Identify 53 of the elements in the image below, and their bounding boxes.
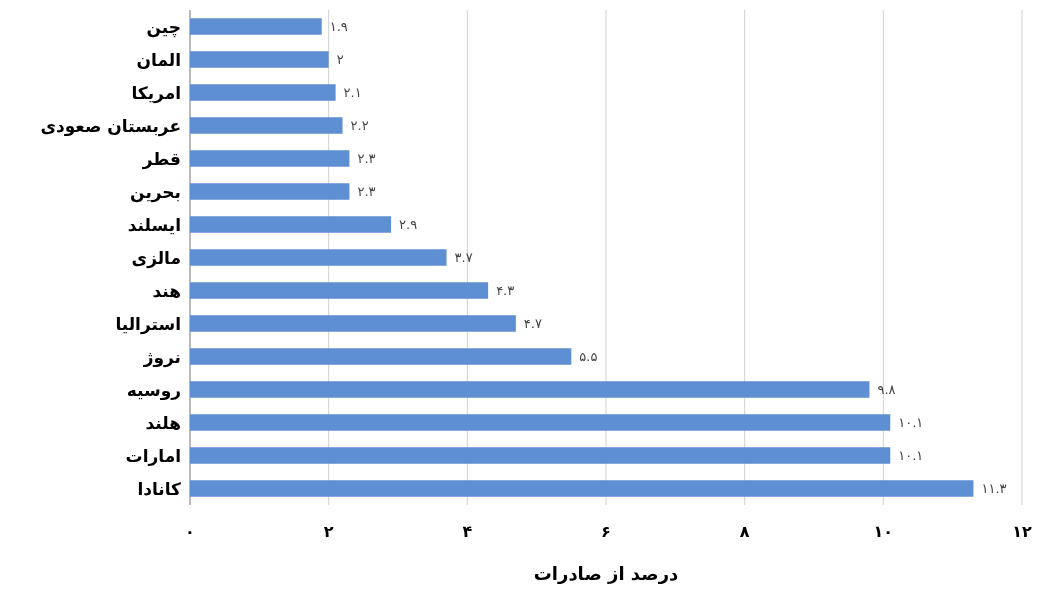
x-tick-label: ۲: [323, 522, 334, 541]
bar: [190, 84, 336, 101]
x-tick-label: ۶: [601, 522, 611, 541]
y-tick-label: نروژ: [142, 346, 181, 368]
data-label: ۴.۳: [496, 282, 515, 298]
y-tick-label: المان: [136, 49, 181, 70]
x-axis-title: درصد از صادرات: [533, 563, 679, 584]
bar: [190, 51, 329, 68]
x-tick-label: ۱۲: [1012, 522, 1032, 541]
y-tick-label: روسیه: [126, 379, 181, 401]
y-tick-label: عربستان صعودی: [40, 115, 181, 137]
data-label: ۲.۳: [357, 183, 376, 199]
data-label: ۲.۱: [343, 84, 362, 100]
y-tick-label: بحرین: [130, 181, 181, 203]
bar: [190, 249, 447, 266]
y-tick-label: هلند: [145, 412, 181, 433]
y-tick-label: استرالیا: [115, 313, 181, 335]
data-label: ۲.۳: [357, 150, 376, 166]
y-tick-label: چین: [146, 16, 181, 38]
data-label: ۲.۲: [350, 117, 369, 133]
data-label: ۵.۵: [579, 348, 598, 364]
bar: [190, 216, 392, 233]
data-label: ۱.۹: [329, 18, 348, 34]
x-tick-label: ۰: [185, 522, 195, 541]
y-tick-label: هند: [152, 280, 181, 301]
bar: [190, 315, 516, 332]
bar: [190, 414, 891, 431]
y-tick-label: امریکا: [131, 82, 181, 104]
data-label: ۹.۸: [877, 381, 896, 397]
y-tick-label: ایسلند: [127, 214, 181, 235]
data-label: ۲: [336, 51, 344, 67]
x-tick-label: ۱۰: [873, 522, 894, 541]
y-tick-label: مالزی: [131, 247, 181, 269]
y-tick-label: کانادا: [137, 478, 182, 499]
bar: [190, 381, 870, 398]
x-tick-label: ۸: [739, 522, 750, 541]
bar: [190, 447, 891, 464]
x-tick-label: ۴: [462, 522, 473, 541]
bar: [190, 18, 322, 35]
bar: [190, 117, 343, 134]
data-label: ۱۰.۱: [898, 414, 924, 430]
data-label: ۱۰.۱: [898, 447, 924, 463]
bar: [190, 282, 489, 299]
bar: [190, 480, 974, 497]
y-tick-label: امارات: [125, 445, 181, 466]
bar: [190, 183, 350, 200]
data-label: ۳.۷: [454, 249, 473, 265]
data-label: ۱۱.۳: [981, 480, 1007, 496]
bar: [190, 348, 572, 365]
bar: [190, 150, 350, 167]
data-label: ۲.۹: [399, 216, 418, 232]
y-tick-label: قطر: [141, 148, 181, 170]
data-label: ۴.۷: [523, 315, 542, 331]
